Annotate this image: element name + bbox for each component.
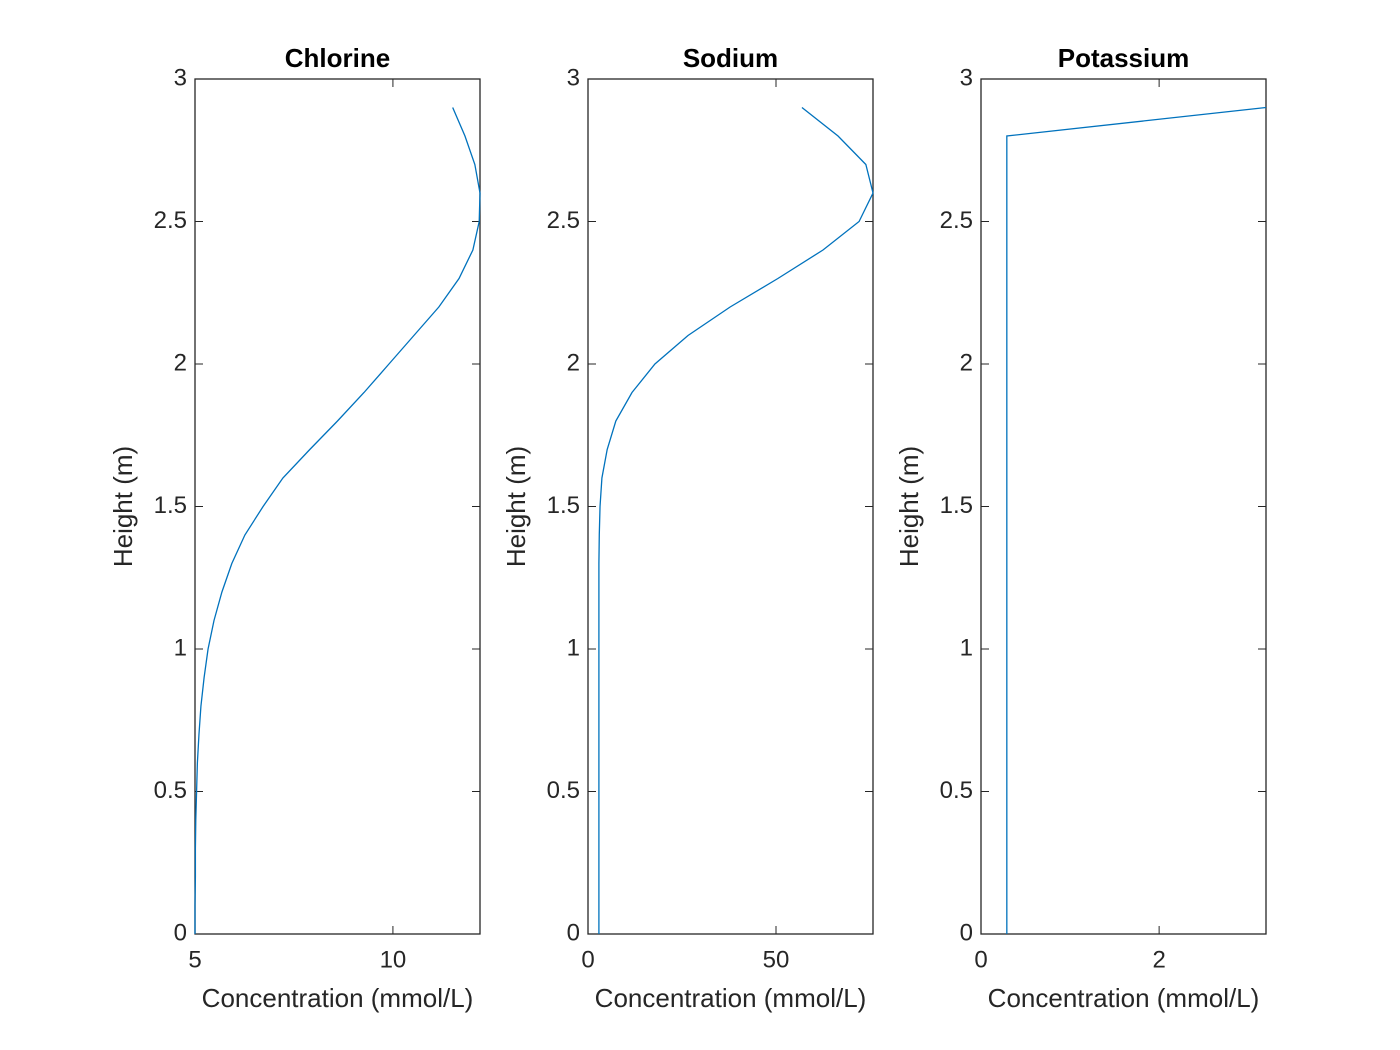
data-line [598,106,874,934]
y-tick-label: 3 [567,64,580,91]
x-axis-label: Concentration (mmol/L) [202,983,474,1013]
y-tick-label: 1 [960,634,973,661]
x-tick-label: 50 [763,946,790,973]
y-tick-label: 1.5 [940,492,973,519]
y-tick-label: 0 [174,919,187,946]
y-axis-label: Height (m) [501,446,531,567]
x-tick-label: 2 [1152,946,1165,973]
y-tick-label: 1.5 [154,492,187,519]
y-tick-label: 1.5 [547,492,580,519]
y-tick-label: 0.5 [940,777,973,804]
y-tick-label: 0.5 [154,777,187,804]
y-tick-label: 0 [567,919,580,946]
subplot-title: Sodium [683,43,778,73]
axes-box [980,78,1267,935]
x-tick-label: 0 [974,946,987,973]
y-tick-label: 1 [174,634,187,661]
y-tick-label: 0.5 [547,777,580,804]
y-tick-label: 1 [567,634,580,661]
y-tick-label: 2.5 [940,207,973,234]
x-tick-label: 5 [188,946,201,973]
y-tick-label: 3 [174,64,187,91]
x-axis-label: Concentration (mmol/L) [595,983,867,1013]
y-tick-label: 3 [960,64,973,91]
y-tick-label: 2 [174,349,187,376]
y-tick-label: 0 [960,919,973,946]
y-axis-label: Height (m) [108,446,138,567]
data-line [194,107,481,934]
subplot-title: Chlorine [285,43,390,73]
y-tick-label: 2.5 [547,207,580,234]
x-tick-label: 10 [380,946,407,973]
axes-box [587,78,874,935]
x-tick-label: 0 [581,946,594,973]
y-axis-label: Height (m) [894,446,924,567]
subplot-title: Potassium [1058,43,1190,73]
y-tick-label: 2 [960,349,973,376]
x-axis-label: Concentration (mmol/L) [988,983,1260,1013]
y-tick-label: 2.5 [154,207,187,234]
y-tick-label: 2 [567,349,580,376]
axes-box [194,78,481,935]
data-line [1006,106,1267,934]
